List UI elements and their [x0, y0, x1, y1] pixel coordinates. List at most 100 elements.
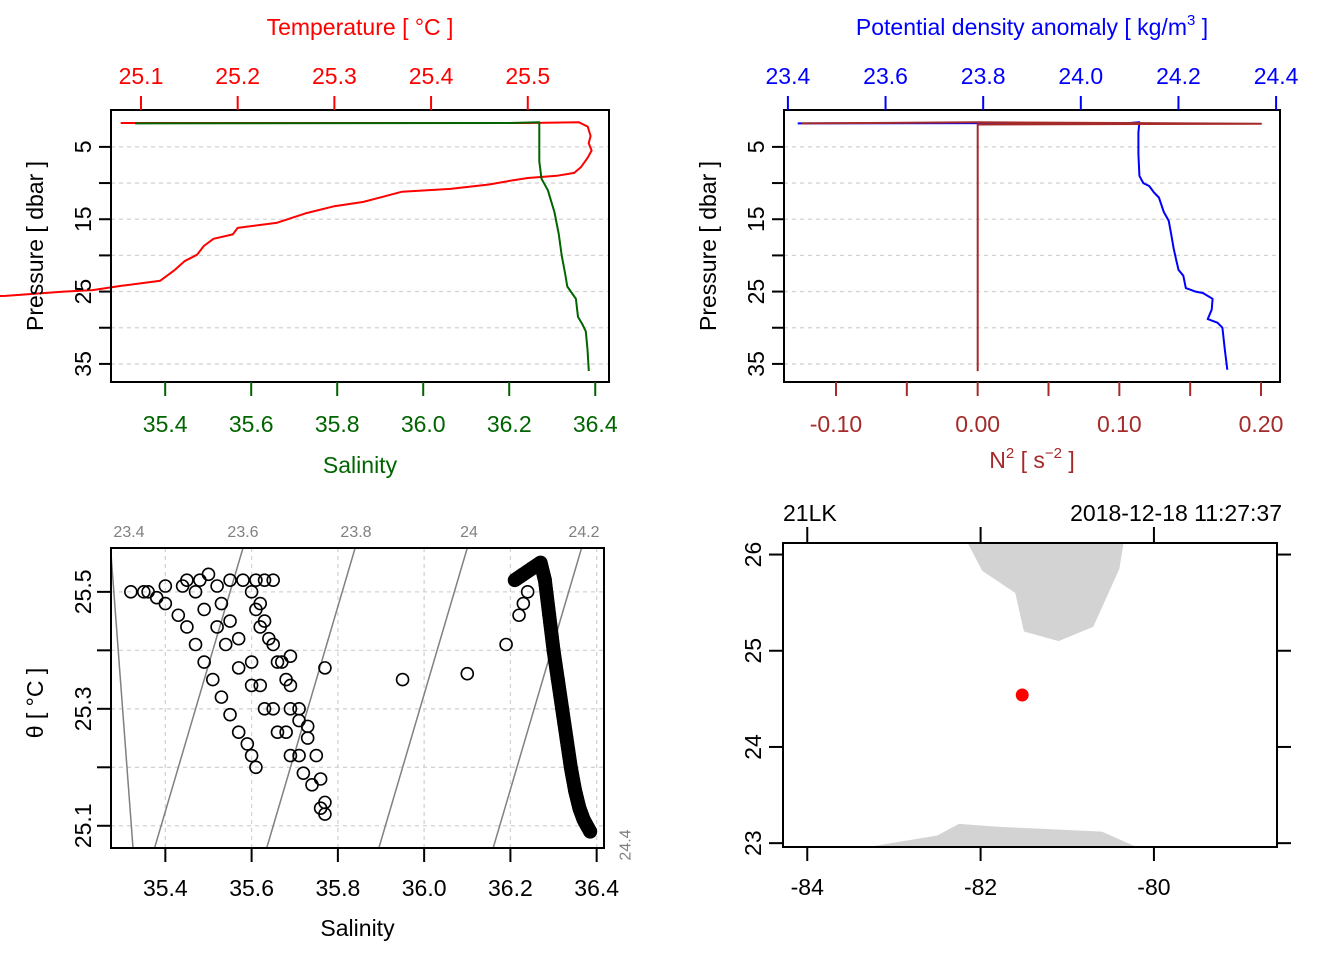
data-point	[244, 655, 259, 669]
data-point	[158, 596, 173, 611]
data-point-dense	[583, 824, 598, 839]
y-tick-label: 35	[743, 351, 769, 377]
y-tick-label: 25	[70, 279, 96, 305]
label-label: N	[989, 447, 1006, 473]
data-point	[136, 585, 151, 599]
y-tick-label: 25.3	[70, 686, 96, 731]
data-point	[141, 585, 155, 599]
isopycnal-line	[492, 548, 583, 848]
land-florida	[967, 543, 1124, 642]
bottom-tick-label: -0.10	[810, 411, 862, 437]
data-point	[244, 748, 259, 763]
scatter-points	[124, 555, 598, 839]
data-point	[231, 661, 246, 675]
data-point	[300, 731, 315, 745]
y-tick-label: 15	[70, 206, 96, 232]
data-point	[270, 655, 285, 669]
data-point	[201, 567, 216, 582]
isopycnal-line	[153, 548, 244, 848]
data-point	[257, 573, 272, 587]
label-label-end: ]	[1062, 447, 1075, 473]
data-point	[197, 655, 211, 669]
x-tick-label: 35.4	[143, 875, 188, 901]
top-tick-label: 23.4	[766, 63, 811, 89]
y-tick-label: 23	[740, 830, 766, 856]
data-point	[188, 585, 203, 599]
data-point	[257, 702, 272, 716]
data-point	[296, 766, 311, 780]
isopycnal-group	[111, 548, 583, 848]
data-point	[253, 620, 268, 634]
data-point	[218, 637, 233, 652]
x-tick-label: 35.8	[315, 875, 360, 901]
top-tick-label: 25.5	[505, 63, 550, 89]
land-group	[867, 543, 1137, 847]
data-point	[283, 649, 298, 663]
data-point	[279, 672, 293, 687]
data-point	[205, 672, 220, 687]
data-point	[262, 631, 276, 646]
data-point	[158, 579, 173, 593]
profile-density-n2: 5 15 25 35 Pressure [ dbar ] 23.4 23.6 23.8 24.0…	[695, 12, 1299, 473]
data-point	[223, 707, 237, 722]
station-time: 2018-12-18 11:27:37	[1070, 500, 1282, 526]
data-point	[214, 690, 229, 704]
data-point	[236, 573, 250, 587]
data-point	[223, 614, 237, 628]
data-point	[249, 602, 263, 617]
data-point	[520, 585, 535, 599]
plot-frame	[783, 109, 1281, 383]
bottom-tick-label: 35.4	[143, 411, 188, 437]
bottom-tick-label: 36.2	[487, 411, 532, 437]
bottom-tick-label: 35.8	[315, 411, 360, 437]
top-tick-label: 25.2	[215, 63, 260, 89]
plot-frame	[782, 542, 1278, 848]
data-point	[223, 573, 237, 587]
bottom-axis-label: Salinity	[323, 452, 398, 478]
top-tick-label: 24.2	[1156, 63, 1201, 89]
isopycnal-label: 24.4	[618, 829, 635, 860]
profile-temperature-salinity: 5 15 25 35 Pressure [ dbar ] 25.1 25.2 25.3 25.4…	[0, 14, 618, 478]
x-axis-label: Salinity	[320, 915, 395, 941]
data-point	[460, 666, 475, 681]
y-tick-label: 5	[70, 140, 96, 153]
bottom-tick-label: 36.0	[401, 411, 446, 437]
data-point	[395, 672, 410, 687]
y-tick-label: 26	[740, 542, 766, 568]
data-point	[253, 678, 268, 693]
data-point	[197, 602, 211, 617]
bottom-tick-label: 0.20	[1239, 411, 1284, 437]
series-line-temperature	[0, 121, 593, 298]
x-tick-label: 35.6	[229, 875, 274, 901]
data-point	[270, 725, 285, 740]
data-point	[292, 748, 306, 763]
x-tick-label: -80	[1137, 874, 1170, 900]
x-tick-label: 36.2	[488, 875, 533, 901]
isopycnal-label: 24.2	[568, 524, 599, 541]
station-map: -84 -82 -80 23 24 25 26 21LK 2018-12-18 11:27:37	[740, 500, 1291, 900]
plot-frame	[110, 109, 610, 383]
top-tick-label: 23.8	[961, 63, 1006, 89]
bottom-tick-label: 0.10	[1097, 411, 1142, 437]
data-point	[318, 661, 332, 675]
data-point	[266, 702, 280, 716]
data-point	[283, 702, 298, 716]
top-tick-label: 24.4	[1254, 63, 1299, 89]
data-point	[305, 778, 319, 792]
data-point	[279, 725, 293, 740]
data-point	[512, 608, 526, 623]
y-tick-label: 25.1	[70, 803, 96, 848]
station-name: 21LK	[783, 500, 837, 526]
isopycnal-label: 23.4	[113, 524, 144, 541]
data-point	[244, 585, 259, 599]
data-point	[210, 620, 224, 634]
isopycnal-label: 23.8	[340, 524, 371, 541]
y-tick-label: 25.5	[70, 569, 96, 614]
data-point	[249, 760, 263, 775]
y-tick-label: 15	[743, 206, 769, 232]
data-point	[240, 737, 255, 751]
x-tick-label: -82	[964, 874, 997, 900]
bottom-tick-label: 0.00	[955, 411, 1000, 437]
data-point	[231, 725, 246, 740]
